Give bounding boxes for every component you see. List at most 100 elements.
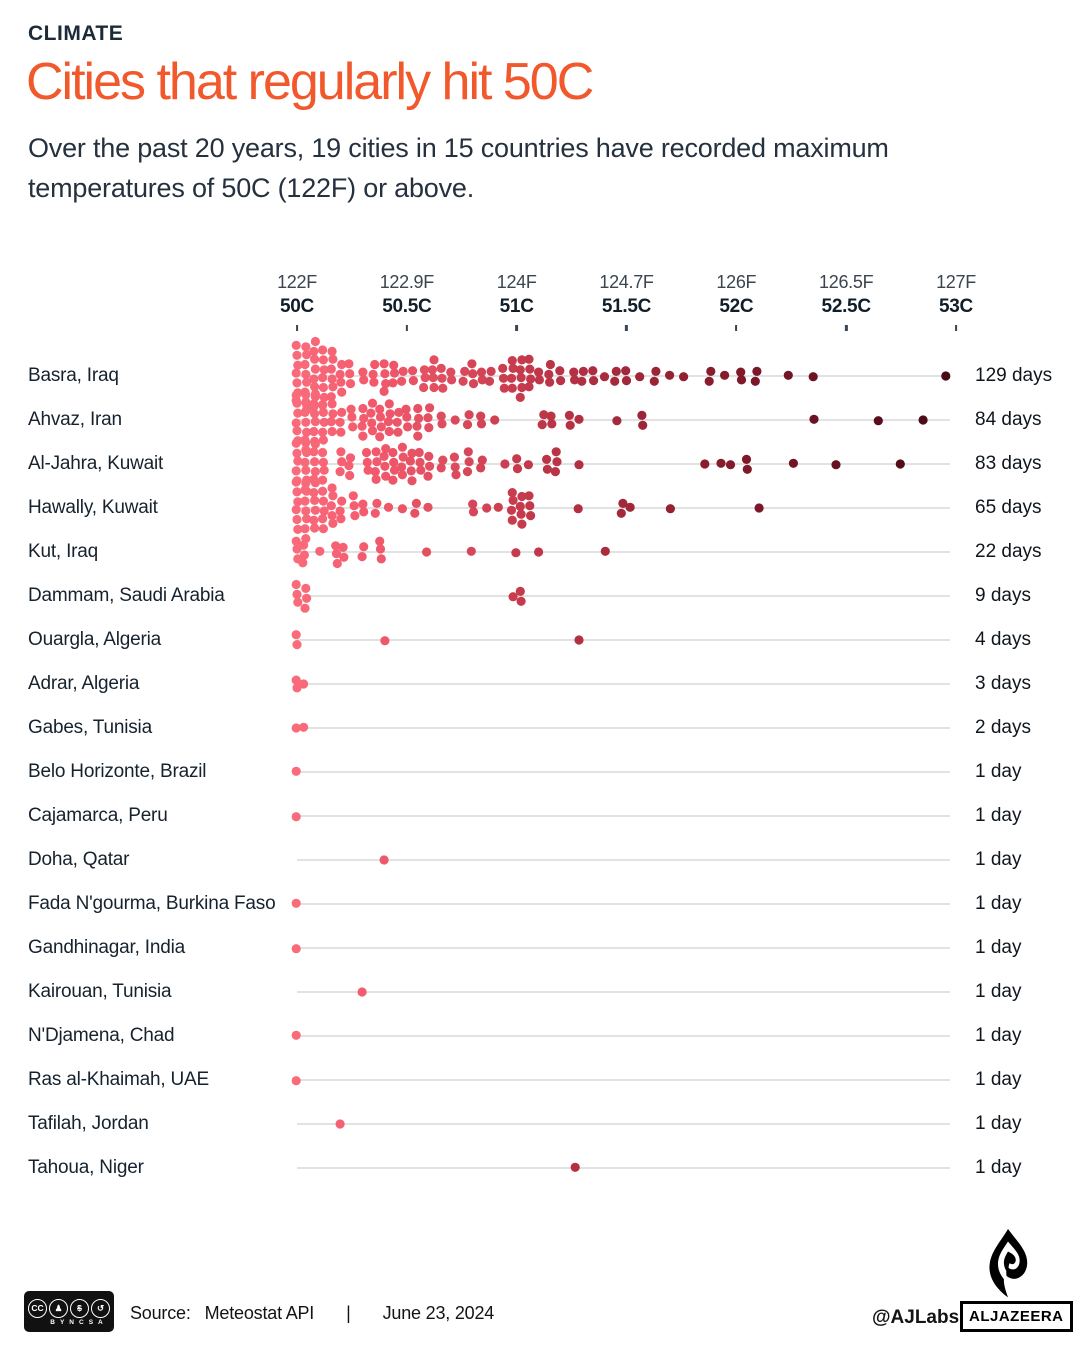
tick-label-c: 51C bbox=[499, 296, 534, 317]
day-dot bbox=[318, 486, 328, 496]
day-dot bbox=[612, 416, 622, 426]
day-dot bbox=[570, 1162, 580, 1172]
day-dot bbox=[517, 491, 527, 502]
day-dot bbox=[783, 370, 793, 380]
day-dot bbox=[389, 465, 400, 475]
day-dot bbox=[380, 461, 390, 471]
day-dot bbox=[464, 457, 474, 467]
day-dot bbox=[436, 411, 446, 421]
day-dot bbox=[477, 455, 487, 465]
day-dot bbox=[499, 383, 509, 393]
day-dot bbox=[398, 366, 408, 376]
tick-label-c: 53C bbox=[939, 296, 973, 317]
day-dot bbox=[506, 373, 517, 383]
day-dot bbox=[292, 426, 302, 436]
day-dot bbox=[516, 509, 526, 519]
day-dot bbox=[437, 419, 447, 429]
city-label: Basra, Iraq bbox=[28, 365, 119, 386]
day-dot bbox=[302, 593, 312, 603]
day-dot bbox=[302, 427, 312, 437]
day-dot bbox=[490, 415, 500, 425]
day-dot bbox=[534, 547, 544, 557]
day-dot bbox=[381, 379, 391, 389]
day-dot bbox=[468, 379, 479, 389]
day-dot bbox=[291, 368, 301, 378]
day-dot bbox=[299, 679, 309, 689]
day-dot bbox=[331, 549, 342, 559]
day-dot bbox=[292, 640, 302, 650]
day-dot bbox=[326, 417, 336, 427]
day-dot bbox=[293, 497, 303, 507]
day-dot bbox=[370, 508, 380, 518]
day-dot bbox=[402, 412, 412, 422]
day-dot bbox=[408, 376, 418, 386]
city-label: Dammam, Saudi Arabia bbox=[28, 585, 225, 606]
day-dot bbox=[401, 404, 411, 414]
day-dot bbox=[380, 369, 390, 379]
day-dot bbox=[523, 460, 534, 470]
day-dot bbox=[574, 635, 584, 645]
day-dot bbox=[545, 377, 555, 387]
day-dot bbox=[414, 413, 424, 423]
day-dot bbox=[371, 474, 381, 484]
day-dot bbox=[318, 427, 328, 437]
day-dot bbox=[476, 367, 487, 377]
day-dot bbox=[599, 372, 610, 382]
day-dot bbox=[424, 451, 434, 461]
day-dot bbox=[424, 423, 434, 433]
day-dot bbox=[376, 554, 386, 564]
tick-label-f: 126F bbox=[716, 272, 757, 292]
day-dot bbox=[498, 373, 509, 383]
day-dot bbox=[462, 467, 473, 477]
day-dot bbox=[476, 463, 486, 473]
day-dot bbox=[344, 359, 354, 369]
day-dot bbox=[361, 447, 372, 458]
day-dot bbox=[429, 382, 439, 393]
days-label: 1 day bbox=[975, 937, 1022, 958]
page-title: Cities that regularly hit 50C bbox=[26, 53, 594, 111]
day-dot bbox=[345, 470, 355, 481]
day-dot bbox=[318, 382, 328, 393]
days-label: 1 day bbox=[975, 1113, 1022, 1134]
cc-nc-dollar-icon: $ bbox=[70, 1298, 89, 1318]
day-dot bbox=[625, 502, 635, 512]
day-dot bbox=[300, 524, 310, 534]
day-dot bbox=[413, 431, 423, 441]
day-dot bbox=[411, 498, 421, 508]
day-dot bbox=[384, 399, 394, 409]
day-dot bbox=[466, 546, 476, 556]
day-dot bbox=[397, 470, 407, 480]
creative-commons-badge: CC ♟ $ ↺ BYNCSA bbox=[24, 1291, 114, 1332]
day-dot bbox=[512, 464, 523, 474]
tick-mark bbox=[954, 325, 958, 331]
tick-label-c: 50C bbox=[280, 296, 314, 317]
day-dot bbox=[336, 427, 346, 437]
day-dot bbox=[293, 524, 303, 534]
days-label: 22 days bbox=[975, 541, 1042, 562]
day-dot bbox=[372, 498, 382, 508]
day-dot bbox=[385, 409, 395, 419]
day-dot bbox=[357, 987, 367, 997]
day-dot bbox=[700, 459, 710, 469]
tick-label-f: 124.7F bbox=[599, 272, 654, 292]
day-dot bbox=[337, 457, 347, 467]
day-dot bbox=[309, 346, 319, 356]
day-dot bbox=[318, 475, 328, 485]
day-dot bbox=[415, 457, 425, 467]
days-label: 1 day bbox=[975, 893, 1022, 914]
day-dot bbox=[337, 359, 347, 370]
days-label: 3 days bbox=[975, 673, 1031, 694]
day-dot bbox=[370, 467, 380, 477]
day-dot bbox=[493, 502, 503, 512]
day-dot bbox=[292, 350, 302, 360]
day-dot bbox=[534, 367, 544, 377]
day-dot bbox=[460, 366, 470, 376]
day-dot bbox=[318, 373, 328, 383]
day-dot bbox=[293, 360, 303, 370]
day-dot bbox=[651, 366, 661, 376]
day-dot bbox=[318, 345, 328, 355]
day-dot bbox=[379, 386, 389, 396]
day-dot bbox=[292, 589, 302, 599]
day-dot bbox=[301, 583, 311, 593]
day-dot bbox=[310, 336, 320, 347]
